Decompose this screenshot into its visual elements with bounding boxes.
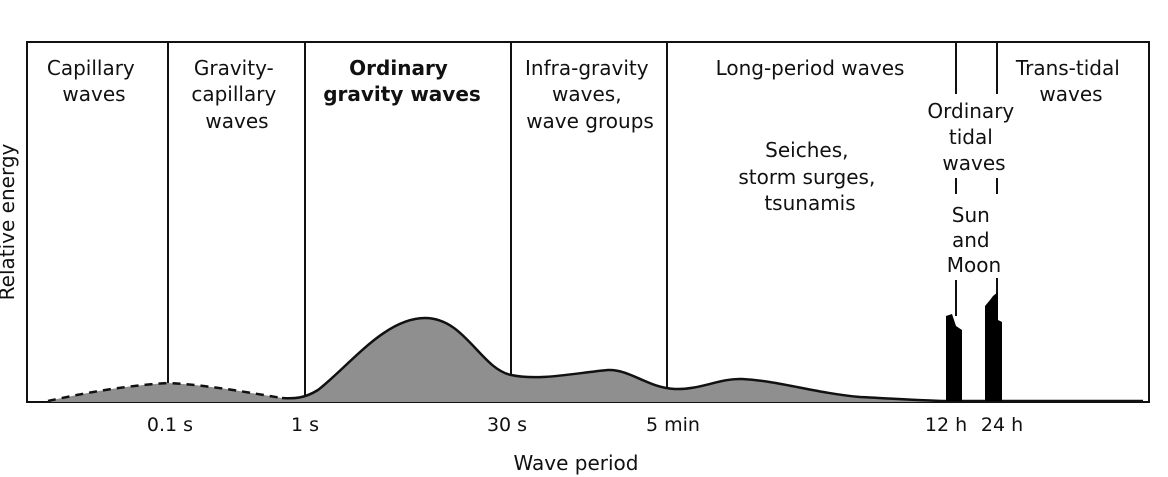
long-period-examples: Seiches, storm surges, tsunamis xyxy=(738,138,881,215)
band-gravity-capillary-line3: waves xyxy=(205,109,268,133)
tidal-spike-24h xyxy=(985,292,1002,401)
band-infra-gravity-label: Infra-gravity waves, wave groups xyxy=(525,56,655,133)
band-ordinary-gravity-line2: gravity waves xyxy=(323,82,481,106)
band-ordinary-tidal-line2: tidal xyxy=(949,125,993,149)
x-axis-label: Wave period xyxy=(514,451,639,475)
tick-0.1s: 0.1 s xyxy=(147,414,193,436)
band-gravity-capillary-line2: capillary xyxy=(191,82,276,106)
band-capillary-line2: waves xyxy=(62,82,125,106)
tick-24h: 24 h xyxy=(981,414,1023,436)
band-ordinary-tidal-line3: waves xyxy=(942,151,1005,175)
band-trans-tidal-line2: waves xyxy=(1039,82,1102,106)
band-gravity-capillary-label: Gravity- capillary waves xyxy=(191,56,282,133)
band-infra-gravity-line2: waves, xyxy=(552,82,622,106)
band-trans-tidal-label: Trans-tidal waves xyxy=(1015,56,1126,106)
tidal-forcing-line3: Moon xyxy=(947,253,1001,277)
band-ordinary-gravity-label: Ordinary gravity waves xyxy=(323,56,481,106)
band-ordinary-gravity-line1: Ordinary xyxy=(349,56,448,80)
energy-curve-line xyxy=(281,316,1143,403)
energy-curve-fill xyxy=(48,318,1143,402)
band-capillary-label: Capillary waves xyxy=(47,56,141,106)
tidal-forcing-line2: and xyxy=(952,228,990,252)
tidal-forcing-label: Sun and Moon xyxy=(947,203,1001,277)
band-infra-gravity-line1: Infra-gravity xyxy=(525,56,649,80)
band-ordinary-tidal-line1: Ordinary xyxy=(927,99,1014,123)
band-trans-tidal-line1: Trans-tidal xyxy=(1015,56,1120,80)
band-gravity-capillary-line1: Gravity- xyxy=(194,56,274,80)
band-infra-gravity-line3: wave groups xyxy=(526,109,654,133)
long-period-example-2: storm surges, xyxy=(738,165,875,189)
long-period-example-3: tsunamis xyxy=(764,191,855,215)
energy-curve-dashed xyxy=(47,381,283,403)
long-period-example-1: Seiches, xyxy=(765,138,848,162)
band-long-period-label: Long-period waves xyxy=(716,56,905,80)
tick-12h: 12 h xyxy=(925,414,967,436)
band-capillary-line1: Capillary xyxy=(47,56,135,80)
tidal-forcing-line1: Sun xyxy=(952,203,990,227)
tick-30s: 30 s xyxy=(487,414,527,436)
band-ordinary-tidal-label: Ordinary tidal waves xyxy=(927,99,1020,175)
y-axis-label: Relative energy xyxy=(0,143,19,300)
tidal-spike-12h xyxy=(946,314,962,401)
band-long-period-line1: Long-period waves xyxy=(716,56,905,80)
tick-5min: 5 min xyxy=(646,414,700,436)
tick-1s: 1 s xyxy=(291,414,319,436)
